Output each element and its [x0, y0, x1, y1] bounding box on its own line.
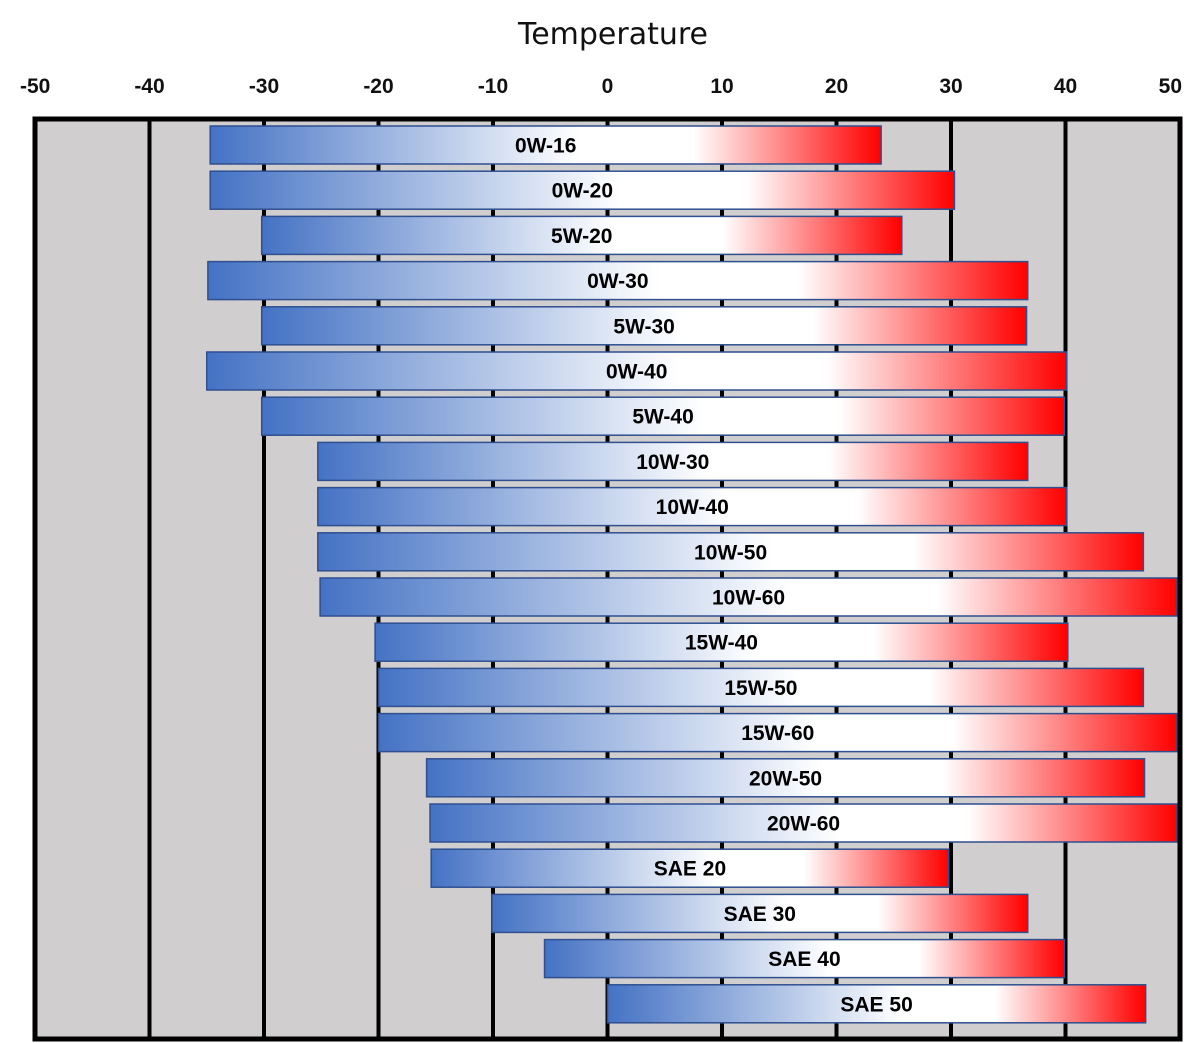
x-tick-label: -40: [134, 75, 164, 98]
bar-label: 10W-40: [656, 496, 729, 519]
bar: [209, 170, 956, 210]
plot-frame: [32, 116, 1183, 1042]
bar-label: 15W-40: [685, 632, 758, 655]
bar-label: 0W-20: [552, 180, 613, 203]
x-tick-label: 10: [710, 75, 733, 98]
bar: [317, 532, 1145, 572]
bar-label: 20W-60: [767, 813, 840, 836]
bar-label: 15W-60: [741, 722, 814, 745]
band: [35, 119, 150, 1039]
bar-group: 10W-60: [319, 577, 1178, 617]
bar-group: SAE 40: [543, 938, 1066, 979]
bar-group: 5W-40: [260, 396, 1066, 436]
bar-label: 5W-30: [613, 315, 674, 338]
bar-label: SAE 50: [840, 993, 912, 1016]
x-tick-label: 50: [1159, 75, 1182, 98]
bar-group: 0W-40: [206, 351, 1068, 391]
bar-group: 10W-50: [317, 532, 1145, 572]
bar-group: 15W-50: [377, 667, 1145, 708]
bar-group: 20W-60: [429, 803, 1178, 843]
bar: [209, 125, 882, 165]
bar-label: 0W-16: [515, 135, 576, 158]
bar-label: 5W-40: [632, 406, 693, 429]
band: [149, 119, 264, 1039]
x-tick-label: 40: [1054, 75, 1077, 98]
bar: [317, 441, 1029, 482]
bar-label: 15W-50: [724, 677, 797, 700]
bar: [207, 260, 1029, 301]
x-tick-label: 30: [939, 75, 962, 98]
bar: [374, 622, 1069, 662]
bar-label: 0W-30: [587, 270, 648, 293]
bar-label: SAE 20: [654, 858, 726, 881]
bar-group: SAE 20: [430, 848, 950, 888]
bar: [317, 486, 1068, 527]
bar: [260, 215, 903, 256]
bar-group: 10W-30: [317, 441, 1029, 482]
bar-label: SAE 30: [724, 903, 796, 926]
bar: [260, 306, 1028, 346]
bar-group: SAE 30: [491, 893, 1029, 934]
bar-group: 5W-30: [260, 306, 1028, 346]
bar: [429, 803, 1178, 843]
bar-group: SAE 50: [606, 984, 1147, 1024]
bar-label: 10W-30: [636, 451, 709, 474]
bar: [377, 712, 1178, 753]
bar-label: 5W-20: [551, 225, 612, 248]
bar-group: 5W-20: [260, 215, 903, 256]
bar: [491, 893, 1029, 934]
x-tick-label: 0: [602, 75, 614, 98]
bar-label: SAE 40: [768, 948, 840, 971]
bar: [543, 938, 1066, 979]
bar: [425, 758, 1146, 798]
bar-label: 10W-50: [694, 541, 767, 564]
x-tick-label: -30: [249, 75, 279, 98]
bar: [377, 667, 1145, 708]
bar-label: 10W-60: [712, 587, 785, 610]
bar-group: 10W-40: [317, 486, 1068, 527]
x-tick-label: -20: [363, 75, 393, 98]
bar-group: 15W-60: [377, 712, 1178, 753]
bar: [430, 848, 950, 888]
x-tick-label: -50: [20, 75, 50, 98]
plot-border: [32, 116, 1183, 1042]
x-tick-label: 20: [825, 75, 848, 98]
chart-title: Temperature: [517, 17, 708, 52]
bar-group: 0W-20: [209, 170, 956, 210]
bar-group: 15W-40: [374, 622, 1069, 662]
bar-group: 20W-50: [425, 758, 1146, 798]
x-axis-ticks: -50 -40 -30 -20 -10 0 10 20 30 40 50: [20, 75, 1182, 98]
bar-label: 20W-50: [749, 767, 822, 790]
bar: [606, 984, 1147, 1024]
bar-label: 0W-40: [606, 361, 667, 384]
bar-group: 0W-30: [207, 260, 1029, 301]
bar: [206, 351, 1068, 391]
bars: 0W-16 0W-20 5W-20 0W-30 5W-30 0W-40 5W-40 10W-3…: [206, 125, 1178, 1024]
bar: [260, 396, 1066, 436]
bar: [319, 577, 1178, 617]
x-tick-label: -10: [478, 75, 508, 98]
bar-group: 0W-16: [209, 125, 882, 165]
